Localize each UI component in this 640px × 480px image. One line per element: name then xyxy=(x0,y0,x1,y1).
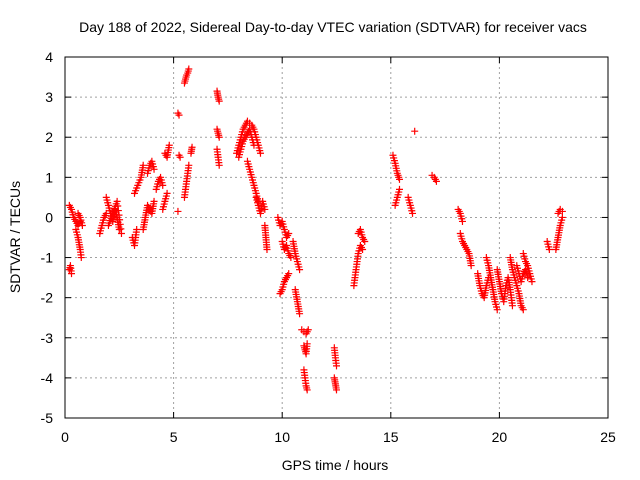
data-point xyxy=(493,306,501,314)
y-tick-label: -2 xyxy=(41,290,54,306)
data-point xyxy=(432,177,440,185)
x-tick-label: 10 xyxy=(274,429,290,445)
data-point xyxy=(150,197,158,205)
data-point xyxy=(467,262,475,270)
x-tick-label: 5 xyxy=(170,429,178,445)
data-point xyxy=(296,310,304,318)
data-point xyxy=(409,209,417,217)
data-point xyxy=(77,254,85,262)
data-point xyxy=(215,133,223,141)
data-point xyxy=(285,270,293,278)
data-point xyxy=(296,266,304,274)
y-tick-label: -4 xyxy=(41,370,54,386)
y-tick-label: 2 xyxy=(45,129,53,145)
data-point xyxy=(359,246,367,254)
data-point xyxy=(558,207,566,215)
data-point xyxy=(215,97,223,105)
y-tick-label: 0 xyxy=(45,209,53,225)
x-tick-label: 20 xyxy=(492,429,508,445)
y-tick-label: 1 xyxy=(45,169,53,185)
data-point xyxy=(68,270,76,278)
data-point xyxy=(215,161,223,169)
y-tick-label: -1 xyxy=(41,250,54,266)
data-point xyxy=(163,189,171,197)
data-point xyxy=(250,141,258,149)
y-tick-label: 4 xyxy=(45,49,53,65)
data-point xyxy=(117,229,125,237)
data-point xyxy=(519,306,527,314)
data-point xyxy=(256,149,264,157)
data-point xyxy=(188,143,196,151)
x-tick-label: 25 xyxy=(600,429,616,445)
data-point xyxy=(185,65,193,73)
x-axis-label: GPS time / hours xyxy=(282,457,389,473)
data-point xyxy=(116,220,124,228)
data-point xyxy=(303,386,311,394)
data-point xyxy=(113,197,121,205)
chart-title: Day 188 of 2022, Sidereal Day-to-day VTE… xyxy=(79,19,587,35)
data-point xyxy=(545,246,553,254)
data-points xyxy=(65,65,566,394)
data-point xyxy=(303,340,311,348)
data-point xyxy=(115,211,123,219)
data-point xyxy=(263,246,271,254)
y-tick-label: -5 xyxy=(41,410,54,426)
data-point xyxy=(150,165,158,173)
data-point xyxy=(528,278,536,286)
data-point xyxy=(508,302,516,310)
data-point xyxy=(333,386,340,394)
data-point xyxy=(114,202,122,210)
data-point xyxy=(558,213,566,221)
data-point xyxy=(395,175,403,183)
data-point xyxy=(174,207,182,215)
data-point xyxy=(116,216,124,224)
data-point xyxy=(395,185,403,193)
data-point xyxy=(114,207,122,215)
data-point xyxy=(304,326,312,334)
axis-ticks: 0 5 10 15 20 25 -5 -4 -3 -2 -1 0 1 2 3 4 xyxy=(41,49,616,445)
x-tick-label: 0 xyxy=(61,429,69,445)
data-point xyxy=(159,181,167,189)
data-point xyxy=(176,153,184,161)
y-axis-label: SDTVAR / TECUs xyxy=(7,181,23,293)
y-tick-label: -3 xyxy=(41,330,54,346)
data-point xyxy=(261,205,269,213)
data-point xyxy=(133,225,141,233)
data-point xyxy=(411,127,419,135)
data-point xyxy=(117,225,125,233)
data-point xyxy=(139,161,147,169)
plot-frame xyxy=(64,56,609,419)
data-point xyxy=(361,238,369,246)
data-point xyxy=(285,229,293,237)
data-point xyxy=(78,221,86,229)
data-point xyxy=(185,161,193,169)
x-tick-label: 15 xyxy=(383,429,399,445)
data-point xyxy=(333,362,340,370)
data-point xyxy=(287,254,295,262)
data-point xyxy=(175,111,183,119)
data-point xyxy=(458,217,466,225)
data-point xyxy=(165,141,173,149)
y-tick-label: 3 xyxy=(45,89,53,105)
